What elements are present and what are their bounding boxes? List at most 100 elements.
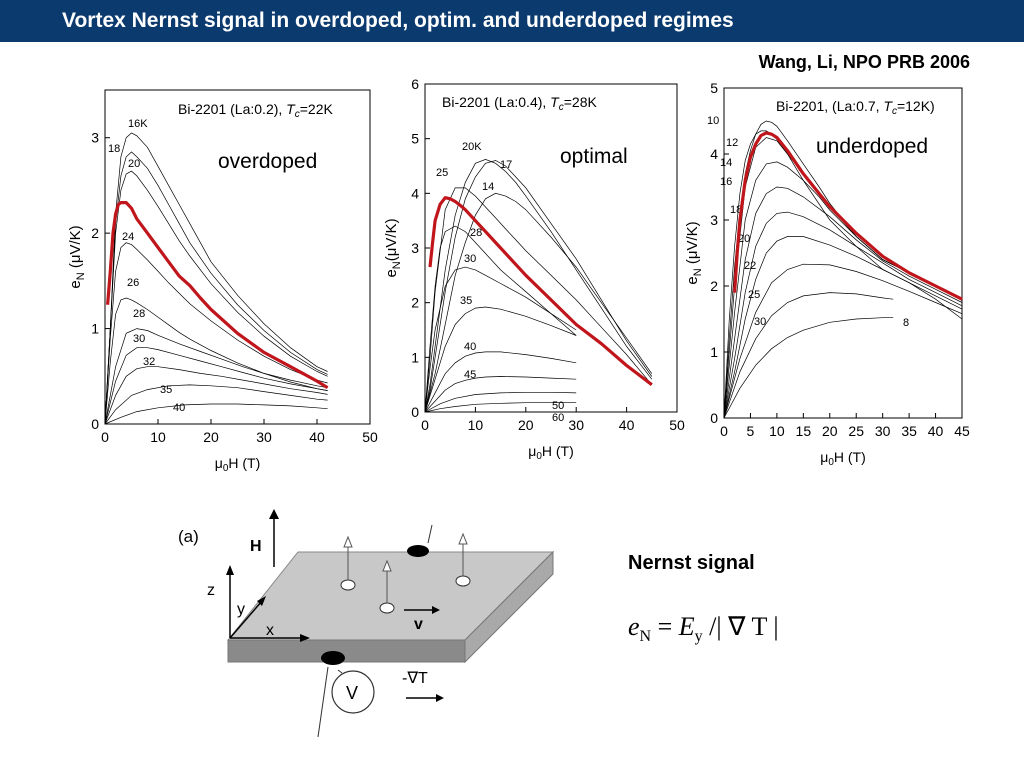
- y-tick-label: 2: [411, 295, 419, 311]
- vortex-2: [379, 602, 395, 614]
- eq-rhs-e: E: [678, 612, 695, 641]
- series-label: 30: [133, 333, 145, 345]
- y-tick-label: 6: [411, 76, 419, 92]
- series-line: [424, 159, 653, 413]
- series-label: 28: [133, 308, 145, 320]
- lead-link: [337, 669, 343, 674]
- chart-overdoped-svg: 0 10 20 30 40 50 0 1 2 3 μ0H (T) eN (μV/K) Bi-2201 (…: [67, 89, 378, 474]
- x-tick-label: 45: [954, 423, 970, 439]
- x-tick-label: 0: [101, 429, 109, 445]
- series-line: [723, 317, 894, 419]
- gradient-arrow-head: [436, 694, 444, 702]
- regime-label: underdoped: [816, 135, 928, 158]
- series-line: [424, 187, 653, 413]
- highlight-curve: [106, 200, 329, 390]
- series-label: 30: [754, 316, 766, 328]
- series-line: [723, 211, 963, 419]
- x-tick-label: 20: [822, 423, 838, 439]
- x-tick-label: 40: [928, 423, 944, 439]
- series-label: 18: [108, 143, 120, 155]
- series-line: [723, 137, 963, 419]
- series-line: [104, 347, 328, 425]
- eq-lhs: e: [628, 612, 640, 641]
- x-tick-label: 20: [203, 429, 219, 445]
- y-tick-label: 3: [91, 130, 99, 146]
- series-line: [104, 151, 328, 425]
- x-tick-label: 40: [309, 429, 325, 445]
- y-tick-label: 1: [411, 349, 419, 365]
- x-tick-label: 10: [468, 417, 484, 433]
- series-label: 16: [720, 176, 732, 188]
- vortex-3-head: [458, 532, 468, 545]
- series-line: [424, 306, 577, 413]
- series-line: [723, 292, 894, 419]
- series-line: [424, 402, 577, 413]
- series-label: 10: [707, 115, 719, 127]
- x-axis-label: μ0H (T): [215, 455, 261, 474]
- x-label: x: [266, 622, 274, 639]
- highlight-curve: [428, 196, 653, 386]
- series-line: [723, 263, 963, 419]
- vortex-2-head: [382, 559, 392, 572]
- x-tick-label: 30: [568, 417, 584, 433]
- y-tick-label: 1: [91, 321, 99, 337]
- x-tick-label: 40: [619, 417, 635, 433]
- series-label: 60: [552, 412, 564, 424]
- highlight-curve: [733, 131, 963, 301]
- series-line: [104, 366, 328, 425]
- series-label: 40: [173, 402, 185, 414]
- series-label: 40: [464, 341, 476, 353]
- x-axis-label: μ0H (T): [528, 443, 574, 462]
- series-line: [104, 170, 328, 425]
- series-label: 25: [436, 167, 448, 179]
- series-line: [424, 160, 653, 413]
- sample-label: Bi-2201, (La:0.7, Tc=12K): [776, 98, 935, 117]
- panel-label: (a): [178, 527, 199, 546]
- y-tick-label: 3: [411, 240, 419, 256]
- y-axis-label: eN(μV/K): [383, 218, 403, 277]
- x-tick-label: 0: [421, 417, 429, 433]
- velocity-label: v: [414, 616, 423, 633]
- series-label: 35: [160, 384, 172, 396]
- series-label: 14: [720, 157, 732, 169]
- x-tick-label: 50: [362, 429, 378, 445]
- voltmeter-label: V: [346, 683, 358, 703]
- sample-label: Bi-2201 (La:0.4), Tc=28K: [442, 94, 597, 113]
- plot-frame: [723, 87, 963, 419]
- x-tick-label: 35: [901, 423, 917, 439]
- y-tick-label: 2: [91, 225, 99, 241]
- y-tick-label: 0: [710, 410, 718, 426]
- series-line: [424, 192, 653, 413]
- x-tick-label: 20: [518, 417, 534, 433]
- vortex-1: [340, 579, 356, 591]
- y-tick-label: 0: [411, 404, 419, 420]
- bottom-contact: [321, 651, 345, 665]
- slide-title: Vortex Nernst signal in overdoped, optim…: [0, 0, 1024, 42]
- h-label: H: [250, 538, 262, 555]
- chart-underdoped: 0 5 10 15 20 25 30 35 40 45 0 1 2 3 4 5 μ0H (T) eN (μV/K)…: [682, 78, 982, 468]
- y-label: y: [237, 601, 245, 618]
- x-axis-head: [300, 634, 310, 642]
- y-tick-label: 5: [411, 131, 419, 147]
- x-tick-label: 30: [875, 423, 891, 439]
- slab-top-face: [226, 551, 555, 641]
- lead-bottom: [317, 666, 329, 738]
- x-tick-label: 10: [769, 423, 785, 439]
- series-line: [723, 186, 963, 419]
- nernst-equation: eN = Ey /| ∇ T |: [628, 612, 779, 646]
- eq-rhs-sub: y: [694, 628, 703, 646]
- voltmeter: [331, 670, 375, 714]
- vortex-3: [455, 575, 471, 587]
- series-line: [104, 384, 328, 425]
- y-tick-label: 0: [91, 416, 99, 432]
- x-axis-label: μ0H (T): [820, 449, 866, 468]
- series-line: [424, 376, 577, 413]
- series-label: 24: [122, 231, 134, 243]
- series-label: 26: [127, 277, 139, 289]
- gradient-label: -∇T: [402, 670, 428, 687]
- regime-label: optimal: [560, 145, 628, 168]
- series-line: [104, 242, 328, 425]
- series-label: 20: [738, 233, 750, 245]
